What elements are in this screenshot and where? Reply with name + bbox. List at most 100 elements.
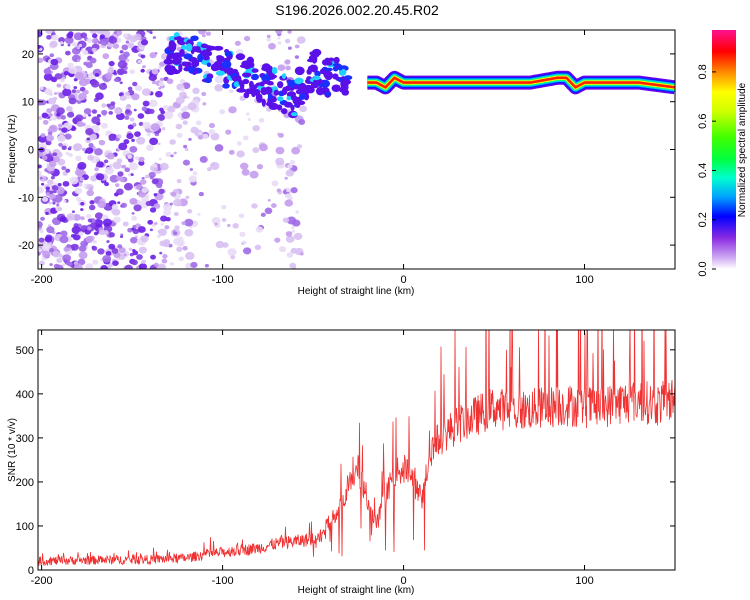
spectrogram-cell xyxy=(126,133,134,140)
spectrogram-cell xyxy=(296,36,306,44)
spectrogram-cell xyxy=(294,77,304,85)
spectrogram-cell xyxy=(63,71,69,76)
spectrogram-cell xyxy=(97,248,105,255)
spectrogram-cell xyxy=(49,263,53,266)
spectrogram-cell xyxy=(167,67,178,74)
snr-x-tick-label: 0 xyxy=(400,575,406,587)
spectrogram-cell xyxy=(61,127,68,133)
spectrogram-cell xyxy=(264,207,273,215)
spectrogram-cell xyxy=(73,86,78,90)
spectrogram-cell xyxy=(158,61,165,67)
spectrogram-cell xyxy=(178,63,183,73)
spectrogram-cell xyxy=(260,212,266,217)
spectrogram-cell xyxy=(106,240,110,243)
snr-x-ticks: -200 -100 0 100 xyxy=(31,330,594,587)
spectrogram-cell xyxy=(99,34,106,39)
spectrogram-x-tick-label: 100 xyxy=(575,274,593,286)
spectrogram-cell xyxy=(127,124,134,130)
spectrogram-cell xyxy=(210,161,220,170)
spectrogram-cell xyxy=(89,30,98,35)
spectrogram-cell xyxy=(102,255,112,263)
spectrogram-cell xyxy=(65,84,71,90)
spectrogram-cell xyxy=(38,134,48,143)
spectrogram-cell xyxy=(140,69,145,73)
spectrogram-cell xyxy=(227,248,237,257)
spectrogram-cell xyxy=(306,68,312,75)
snr-y-tick-label: 200 xyxy=(16,477,34,489)
spectrogram-cell xyxy=(74,71,84,80)
spectrogram-cell xyxy=(38,57,44,64)
spectrogram-cell xyxy=(271,67,278,75)
spectrogram-cell xyxy=(38,151,43,157)
spectrogram-cell xyxy=(171,58,182,65)
spectrogram-cell xyxy=(214,144,224,152)
snr-y-tick-label: 0 xyxy=(28,565,34,577)
spectrogram-cell xyxy=(304,84,314,90)
spectrogram-cell xyxy=(157,263,167,269)
snr-frame xyxy=(37,329,676,571)
spectrogram-cell xyxy=(266,101,273,107)
spectrogram-cell xyxy=(234,40,241,46)
spectrogram-cell xyxy=(287,30,292,34)
spectrogram-cell xyxy=(243,35,251,42)
spectrogram-cell xyxy=(113,192,119,197)
spectrogram-cell xyxy=(158,188,165,195)
snr-panel: -200 -100 0 100 0 100 200 300 400 500 Height of … xyxy=(7,329,676,596)
spectrogram-cell xyxy=(149,176,154,180)
spectrogram-cell xyxy=(125,40,130,44)
spectrogram-cell xyxy=(277,41,282,45)
spectrogram-cell xyxy=(120,233,124,237)
spectrogram-cell xyxy=(228,89,234,94)
spectrogram-cell xyxy=(78,78,89,87)
spectrogram-cell xyxy=(319,68,325,75)
spectrogram-cell xyxy=(176,132,183,138)
spectrogram-cell xyxy=(155,90,163,98)
snr-x-axis-label: Height of straight line (km) xyxy=(298,585,415,596)
spectrogram-cell xyxy=(161,258,168,264)
spectrogram-cell xyxy=(311,55,318,64)
spectrogram-cell xyxy=(52,198,57,203)
spectrogram-cell xyxy=(133,33,142,41)
spectrogram-cell xyxy=(197,30,207,35)
spectrogram-cell xyxy=(216,55,223,60)
spectrogram-cell xyxy=(54,73,63,80)
spectrogram-cell xyxy=(87,113,92,117)
spectrogram-cell xyxy=(113,78,119,82)
spectrogram-cell xyxy=(228,149,235,155)
spectrogram-cell xyxy=(153,193,158,197)
spectrogram-cell xyxy=(179,49,185,57)
spectrogram-cell xyxy=(102,218,112,227)
spectrogram-cell xyxy=(51,30,56,34)
spectrogram-cell xyxy=(214,222,218,226)
spectrogram-cell xyxy=(109,35,115,41)
spectrogram-cell xyxy=(95,164,100,168)
spectrogram-cell xyxy=(291,226,295,230)
spectrogram-cell xyxy=(294,55,300,59)
spectrogram-cell xyxy=(129,117,135,122)
spectrogram-cell xyxy=(127,155,133,159)
spectrogram-cell xyxy=(163,238,171,245)
spectrogram-cell xyxy=(286,252,294,258)
spectrogram-cell xyxy=(154,222,158,225)
spectrogram-cell xyxy=(167,45,175,52)
spectrogram-cell xyxy=(100,38,109,46)
spectrogram-cell xyxy=(141,259,146,264)
spectrogram-cell xyxy=(100,122,108,129)
spectrogram-cell xyxy=(255,226,264,233)
spectrogram-cell xyxy=(91,109,98,114)
spectrogram-cell xyxy=(323,70,333,79)
spectrogram-cell xyxy=(39,86,44,90)
spectrogram-x-tick-label: -100 xyxy=(212,274,234,286)
spectrogram-cell xyxy=(179,79,186,84)
colorbar-gradient xyxy=(712,30,736,269)
spectrogram-cell xyxy=(124,115,130,120)
spectrogram-cell xyxy=(299,252,304,256)
spectrogram-cell xyxy=(241,72,252,78)
spectrogram-cell xyxy=(238,213,245,219)
spectrogram-cell xyxy=(148,171,156,178)
spectrogram-cell xyxy=(148,108,155,114)
spectrogram-cell xyxy=(45,149,50,154)
spectrogram-cell xyxy=(148,99,158,108)
spectrogram-cell xyxy=(152,178,159,185)
spectrogram-cell xyxy=(285,235,295,243)
